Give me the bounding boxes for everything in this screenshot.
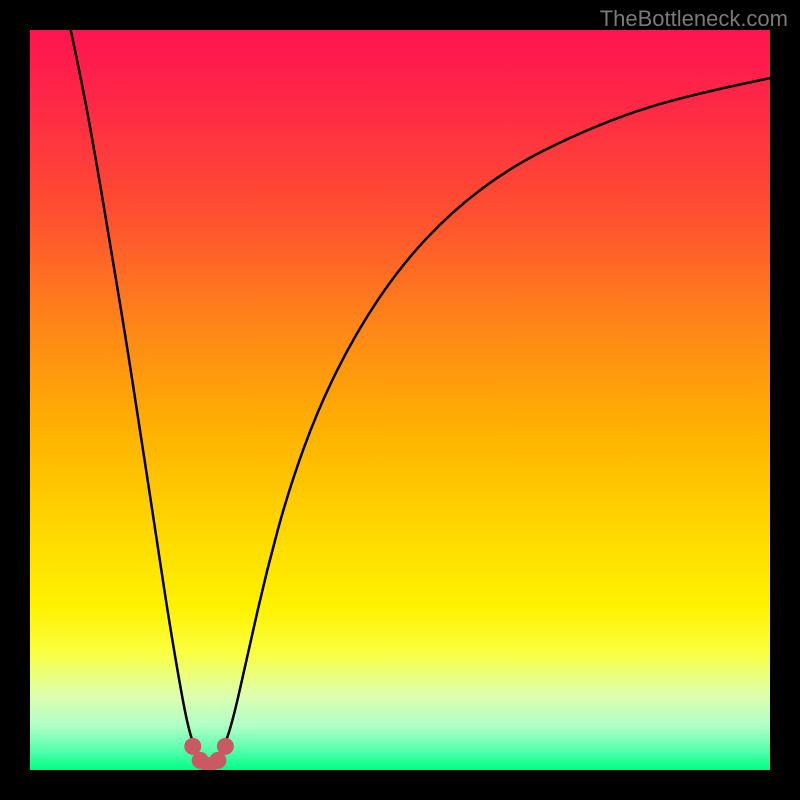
plot-svg [30, 30, 770, 770]
vertex-marker [185, 738, 201, 754]
bottleneck-curve [71, 30, 770, 764]
vertex-markers [185, 738, 234, 770]
plot-area [30, 30, 770, 770]
watermark-text: TheBottleneck.com [600, 6, 788, 32]
vertex-marker [210, 752, 226, 768]
vertex-marker [217, 738, 233, 754]
